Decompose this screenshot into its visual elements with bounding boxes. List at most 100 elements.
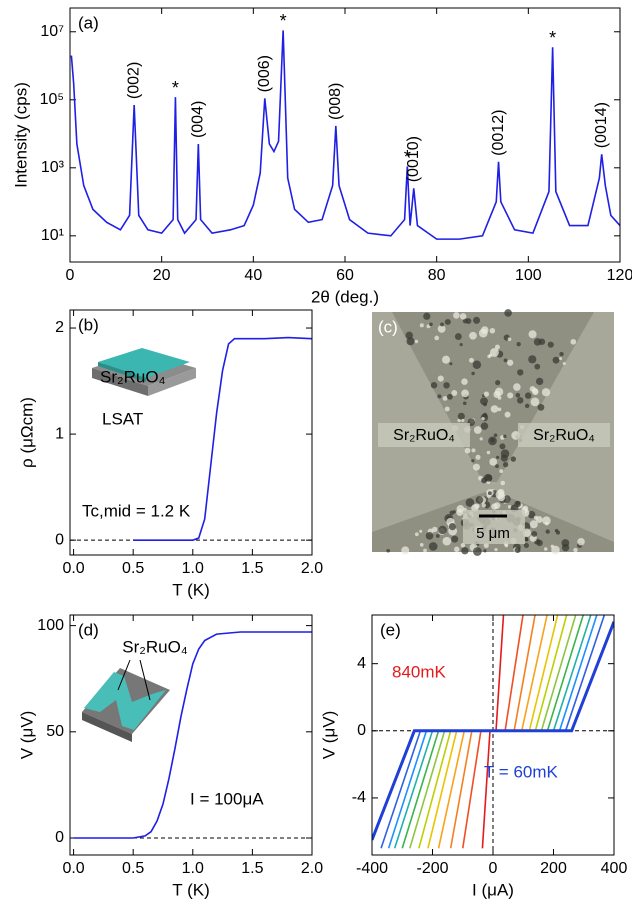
grain <box>471 459 475 463</box>
y-axis-label: V (μV) <box>17 711 36 760</box>
grain <box>483 549 487 553</box>
grain <box>429 322 433 327</box>
grain <box>426 324 431 329</box>
grain <box>487 491 492 496</box>
plot-frame <box>371 614 615 856</box>
x-tick-label: 0.0 <box>62 860 84 877</box>
grain <box>552 356 560 364</box>
y-axis-label: ρ (μΩcm) <box>17 397 36 468</box>
x-tick-label: 80 <box>428 267 446 284</box>
grain <box>430 381 438 389</box>
grain <box>516 341 521 347</box>
grain <box>516 397 524 404</box>
grain <box>489 327 496 334</box>
y-axis-label: Intensity (cps) <box>11 82 30 188</box>
pointer <box>139 659 151 701</box>
grain <box>485 474 493 482</box>
grain <box>496 455 500 459</box>
grain <box>551 545 560 555</box>
grain <box>428 542 438 551</box>
label-bg <box>518 423 610 447</box>
y-tick-label: 100 <box>37 617 64 634</box>
x-tick-label: 0 <box>489 860 498 877</box>
grain <box>475 496 484 504</box>
grain <box>449 362 453 366</box>
annotation: 840mK <box>392 662 447 681</box>
grain <box>529 520 538 529</box>
plot-frame <box>69 7 621 263</box>
grain <box>457 418 461 423</box>
x-tick-label: 2.0 <box>301 560 323 577</box>
y-tick-label: 10³ <box>41 159 65 176</box>
panel-label: (b) <box>78 315 99 334</box>
panel-label: (a) <box>78 13 99 32</box>
grain <box>419 529 423 533</box>
grain <box>453 546 460 553</box>
grain <box>444 318 451 325</box>
grain <box>480 326 489 334</box>
grain <box>493 502 501 509</box>
grain <box>502 462 509 468</box>
y-tick-label: 10⁵ <box>40 91 64 108</box>
grain <box>414 532 419 537</box>
grain <box>472 360 482 369</box>
data-line <box>70 30 620 240</box>
grain <box>442 536 452 546</box>
grain <box>444 406 450 412</box>
substrate-side <box>82 712 132 742</box>
grain <box>414 339 419 344</box>
grain <box>494 547 498 552</box>
x-tick-label: 0 <box>66 267 75 284</box>
grain <box>456 504 465 513</box>
label-bg <box>378 423 470 447</box>
grain <box>543 547 548 551</box>
grain <box>460 543 466 548</box>
grain <box>474 503 480 509</box>
grain <box>489 347 499 357</box>
grain <box>550 544 555 549</box>
peak-label: (002) <box>125 62 142 99</box>
grain <box>507 505 512 509</box>
grain <box>462 318 468 324</box>
grain <box>554 528 559 533</box>
grain <box>454 333 462 340</box>
grain <box>419 323 424 328</box>
peak-label: (0012) <box>490 110 507 156</box>
grain <box>489 457 498 466</box>
y-axis-label: V (μV) <box>319 711 338 760</box>
x-axis-label: I (μA) <box>472 880 514 899</box>
grain <box>535 516 543 524</box>
plot-frame <box>69 309 313 556</box>
grain <box>459 313 467 320</box>
grain <box>507 359 514 366</box>
grain <box>488 436 497 446</box>
x-axis-label: T (K) <box>172 880 209 899</box>
grain <box>443 382 450 389</box>
film <box>84 672 166 730</box>
grain <box>448 522 457 531</box>
grain <box>524 537 529 542</box>
grain <box>523 542 529 549</box>
grain <box>527 510 536 519</box>
grain <box>423 312 431 320</box>
data-line <box>73 631 312 839</box>
grain <box>437 394 442 399</box>
grain <box>510 456 517 462</box>
grain <box>500 480 506 486</box>
grain <box>461 378 468 385</box>
annotation: T = 60mK <box>484 762 559 781</box>
annotation: Tc,mid = 1.2 K <box>82 501 191 520</box>
grain <box>469 331 477 340</box>
grain <box>471 371 475 376</box>
grain <box>524 392 532 399</box>
x-tick-label: 1.0 <box>182 860 204 877</box>
grain <box>464 447 471 454</box>
grain <box>541 388 551 397</box>
grain <box>481 503 487 508</box>
grain <box>453 312 460 319</box>
grain <box>437 375 444 382</box>
grain <box>562 361 566 366</box>
grain <box>499 443 506 450</box>
grain <box>457 412 465 420</box>
film <box>98 348 190 378</box>
